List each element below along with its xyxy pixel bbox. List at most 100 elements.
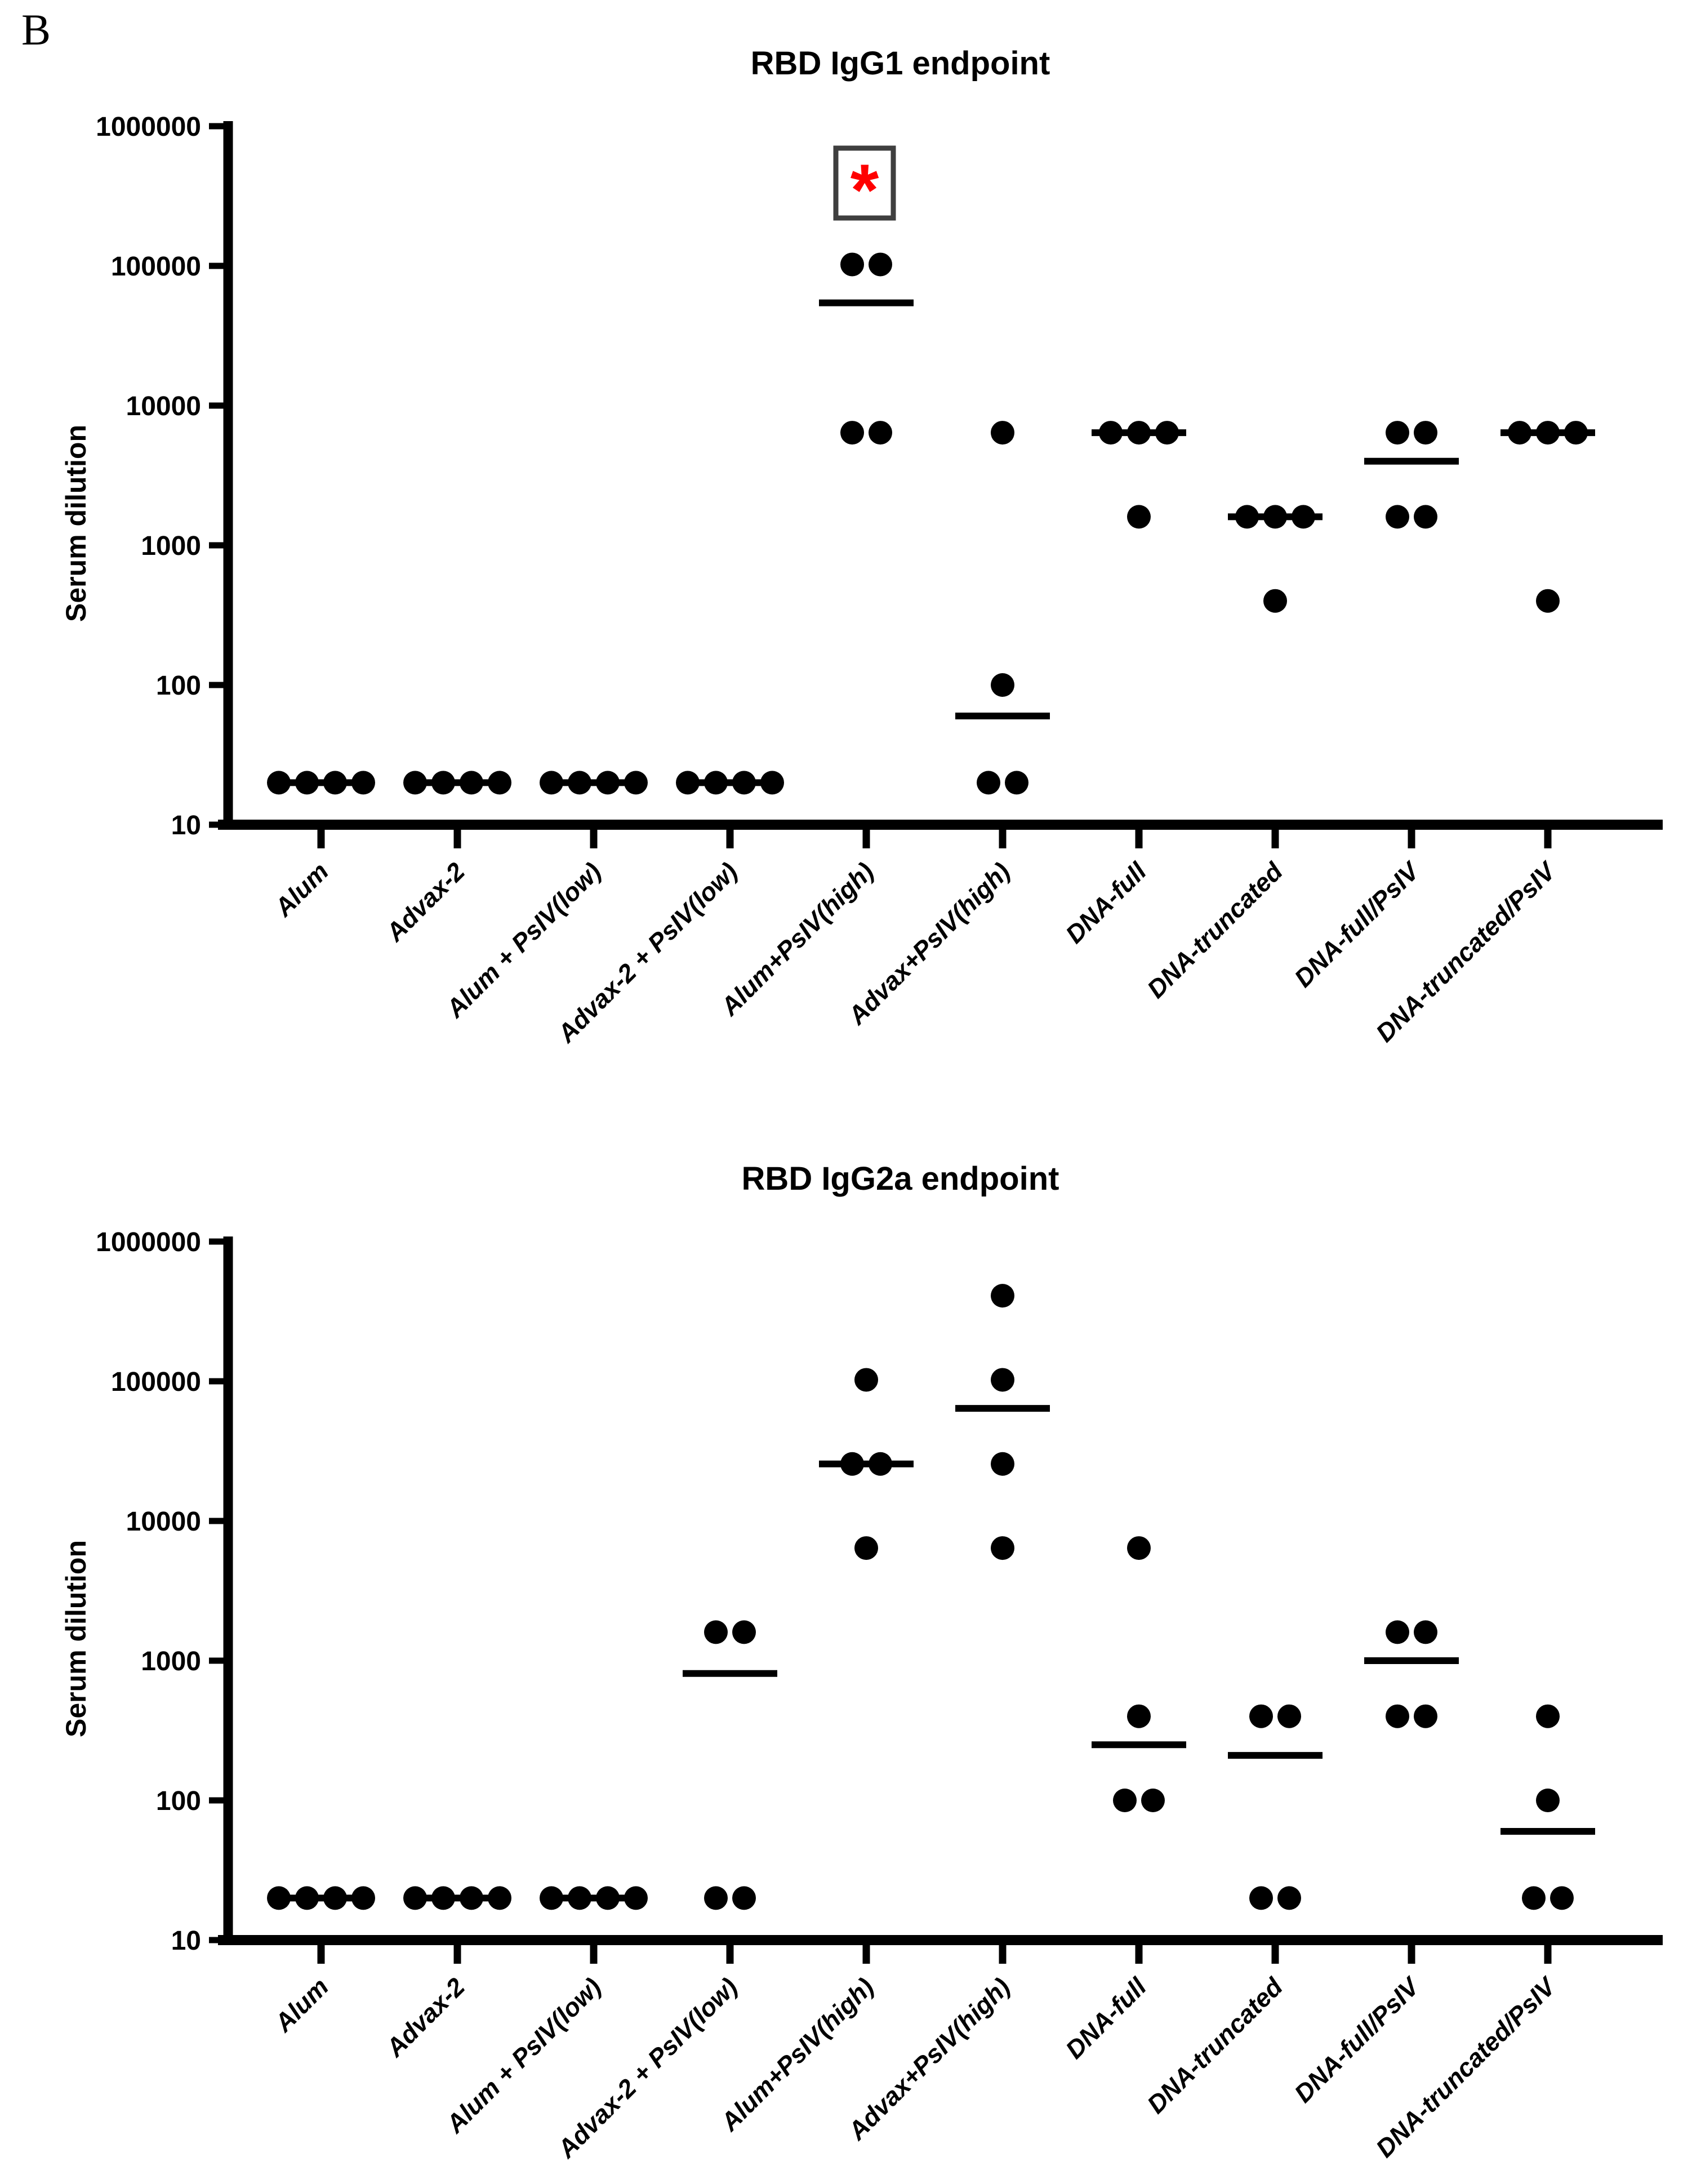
data-dot (1249, 1704, 1273, 1728)
data-dot (568, 771, 591, 795)
data-dot (991, 673, 1014, 697)
x-category-label: DNA-truncated (1141, 1972, 1289, 2119)
data-dot (1127, 1704, 1151, 1728)
data-dot (1386, 421, 1409, 445)
data-dot (704, 1620, 728, 1644)
data-dot (431, 771, 455, 795)
data-dot (1508, 421, 1531, 445)
data-dot (1263, 589, 1287, 613)
data-dot (1386, 505, 1409, 529)
data-dot (732, 771, 756, 795)
x-category-label: DNA-full/PsIV (1289, 1971, 1426, 2108)
y-tick-label: 10000 (126, 1507, 201, 1537)
significance-box (833, 145, 896, 221)
data-dot (704, 1886, 728, 1910)
data-dot (1522, 1886, 1546, 1910)
x-category-label: DNA-full (1060, 1972, 1152, 2064)
data-dot (1550, 1886, 1574, 1910)
y-tick-label: 100 (156, 1786, 201, 1816)
data-dot (854, 1536, 878, 1560)
data-dot (732, 1886, 756, 1910)
data-dot (540, 771, 563, 795)
data-dot (991, 1536, 1014, 1560)
y-tick-label: 1000000 (96, 112, 201, 142)
data-dot (869, 1452, 892, 1476)
data-dot (1292, 505, 1315, 529)
y-tick-label: 100000 (111, 252, 201, 282)
data-dot (295, 1886, 319, 1910)
x-category-label: Alum (269, 857, 334, 922)
data-dot (977, 771, 1000, 795)
data-dot (1536, 1789, 1560, 1812)
data-dot (1536, 421, 1560, 445)
data-dot (323, 771, 347, 795)
data-dot (624, 1886, 648, 1910)
chart-igg1: RBD IgG1 endpoint Serum dilution 1000000 10… (60, 45, 1663, 1048)
chart-title: RBD IgG2a endpoint (742, 1160, 1059, 1197)
data-dot (1414, 1704, 1437, 1728)
data-dot (431, 1886, 455, 1910)
x-category-label: Advax-2 (380, 857, 471, 948)
data-dot (1099, 421, 1123, 445)
data-dot (267, 771, 291, 795)
data-dot (840, 252, 864, 277)
chart-igg2a: RBD IgG2a endpoint Serum dilution 1000000 1… (60, 1160, 1663, 2164)
data-dot (1127, 1536, 1151, 1560)
data-dot (1005, 771, 1028, 795)
data-dot (991, 1452, 1014, 1476)
x-category-label: Advax-2 (380, 1972, 471, 2063)
y-tick-label: 10 (171, 1926, 201, 1956)
data-dot (488, 1886, 511, 1910)
data-dot (676, 771, 700, 795)
significance-asterisk: * (851, 149, 879, 231)
data-dot (540, 1886, 563, 1910)
data-dot (460, 1886, 483, 1910)
data-dot (1564, 421, 1588, 445)
data-dot (1155, 421, 1179, 445)
data-dot (840, 421, 864, 445)
chart-title: RBD IgG1 endpoint (751, 45, 1050, 82)
data-dot (403, 1886, 427, 1910)
data-dot (1386, 1704, 1409, 1728)
data-dot (991, 1284, 1014, 1308)
data-dot (854, 1368, 878, 1392)
data-dot (760, 771, 784, 795)
x-category-label: DNA-truncated (1141, 856, 1289, 1004)
data-dot (568, 1886, 591, 1910)
data-dot (1386, 1620, 1409, 1644)
data-dot (991, 421, 1014, 445)
data-dot (488, 771, 511, 795)
data-dot (351, 771, 375, 795)
data-dot (1414, 421, 1437, 445)
data-dot (1127, 505, 1151, 529)
y-tick-label: 10000 (126, 392, 201, 421)
data-dot (1536, 589, 1560, 613)
data-dot (1263, 505, 1287, 529)
data-dot (991, 1368, 1014, 1392)
data-dot (460, 771, 483, 795)
data-dot (1141, 1789, 1165, 1812)
data-dot (1414, 1620, 1437, 1644)
data-dot (295, 771, 319, 795)
data-dot (1113, 1789, 1137, 1812)
x-category-label: DNA-full (1060, 856, 1152, 949)
data-dot (1235, 505, 1259, 529)
data-dot (267, 1886, 291, 1910)
data-dot (1127, 421, 1151, 445)
data-dot (596, 771, 620, 795)
y-tick-label: 1000000 (96, 1227, 201, 1257)
data-dot (1536, 1704, 1560, 1728)
y-tick-label: 10 (171, 811, 201, 840)
x-category-label: Alum (269, 1972, 334, 2038)
data-dot (1277, 1886, 1301, 1910)
y-tick-label: 1000 (141, 531, 201, 561)
data-dot (840, 1452, 864, 1476)
y-tick-label: 1000 (141, 1647, 201, 1676)
y-tick-label: 100 (156, 671, 201, 701)
data-dot (596, 1886, 620, 1910)
data-dot (1277, 1704, 1301, 1728)
data-dot (624, 771, 648, 795)
y-tick-label: 100000 (111, 1367, 201, 1397)
